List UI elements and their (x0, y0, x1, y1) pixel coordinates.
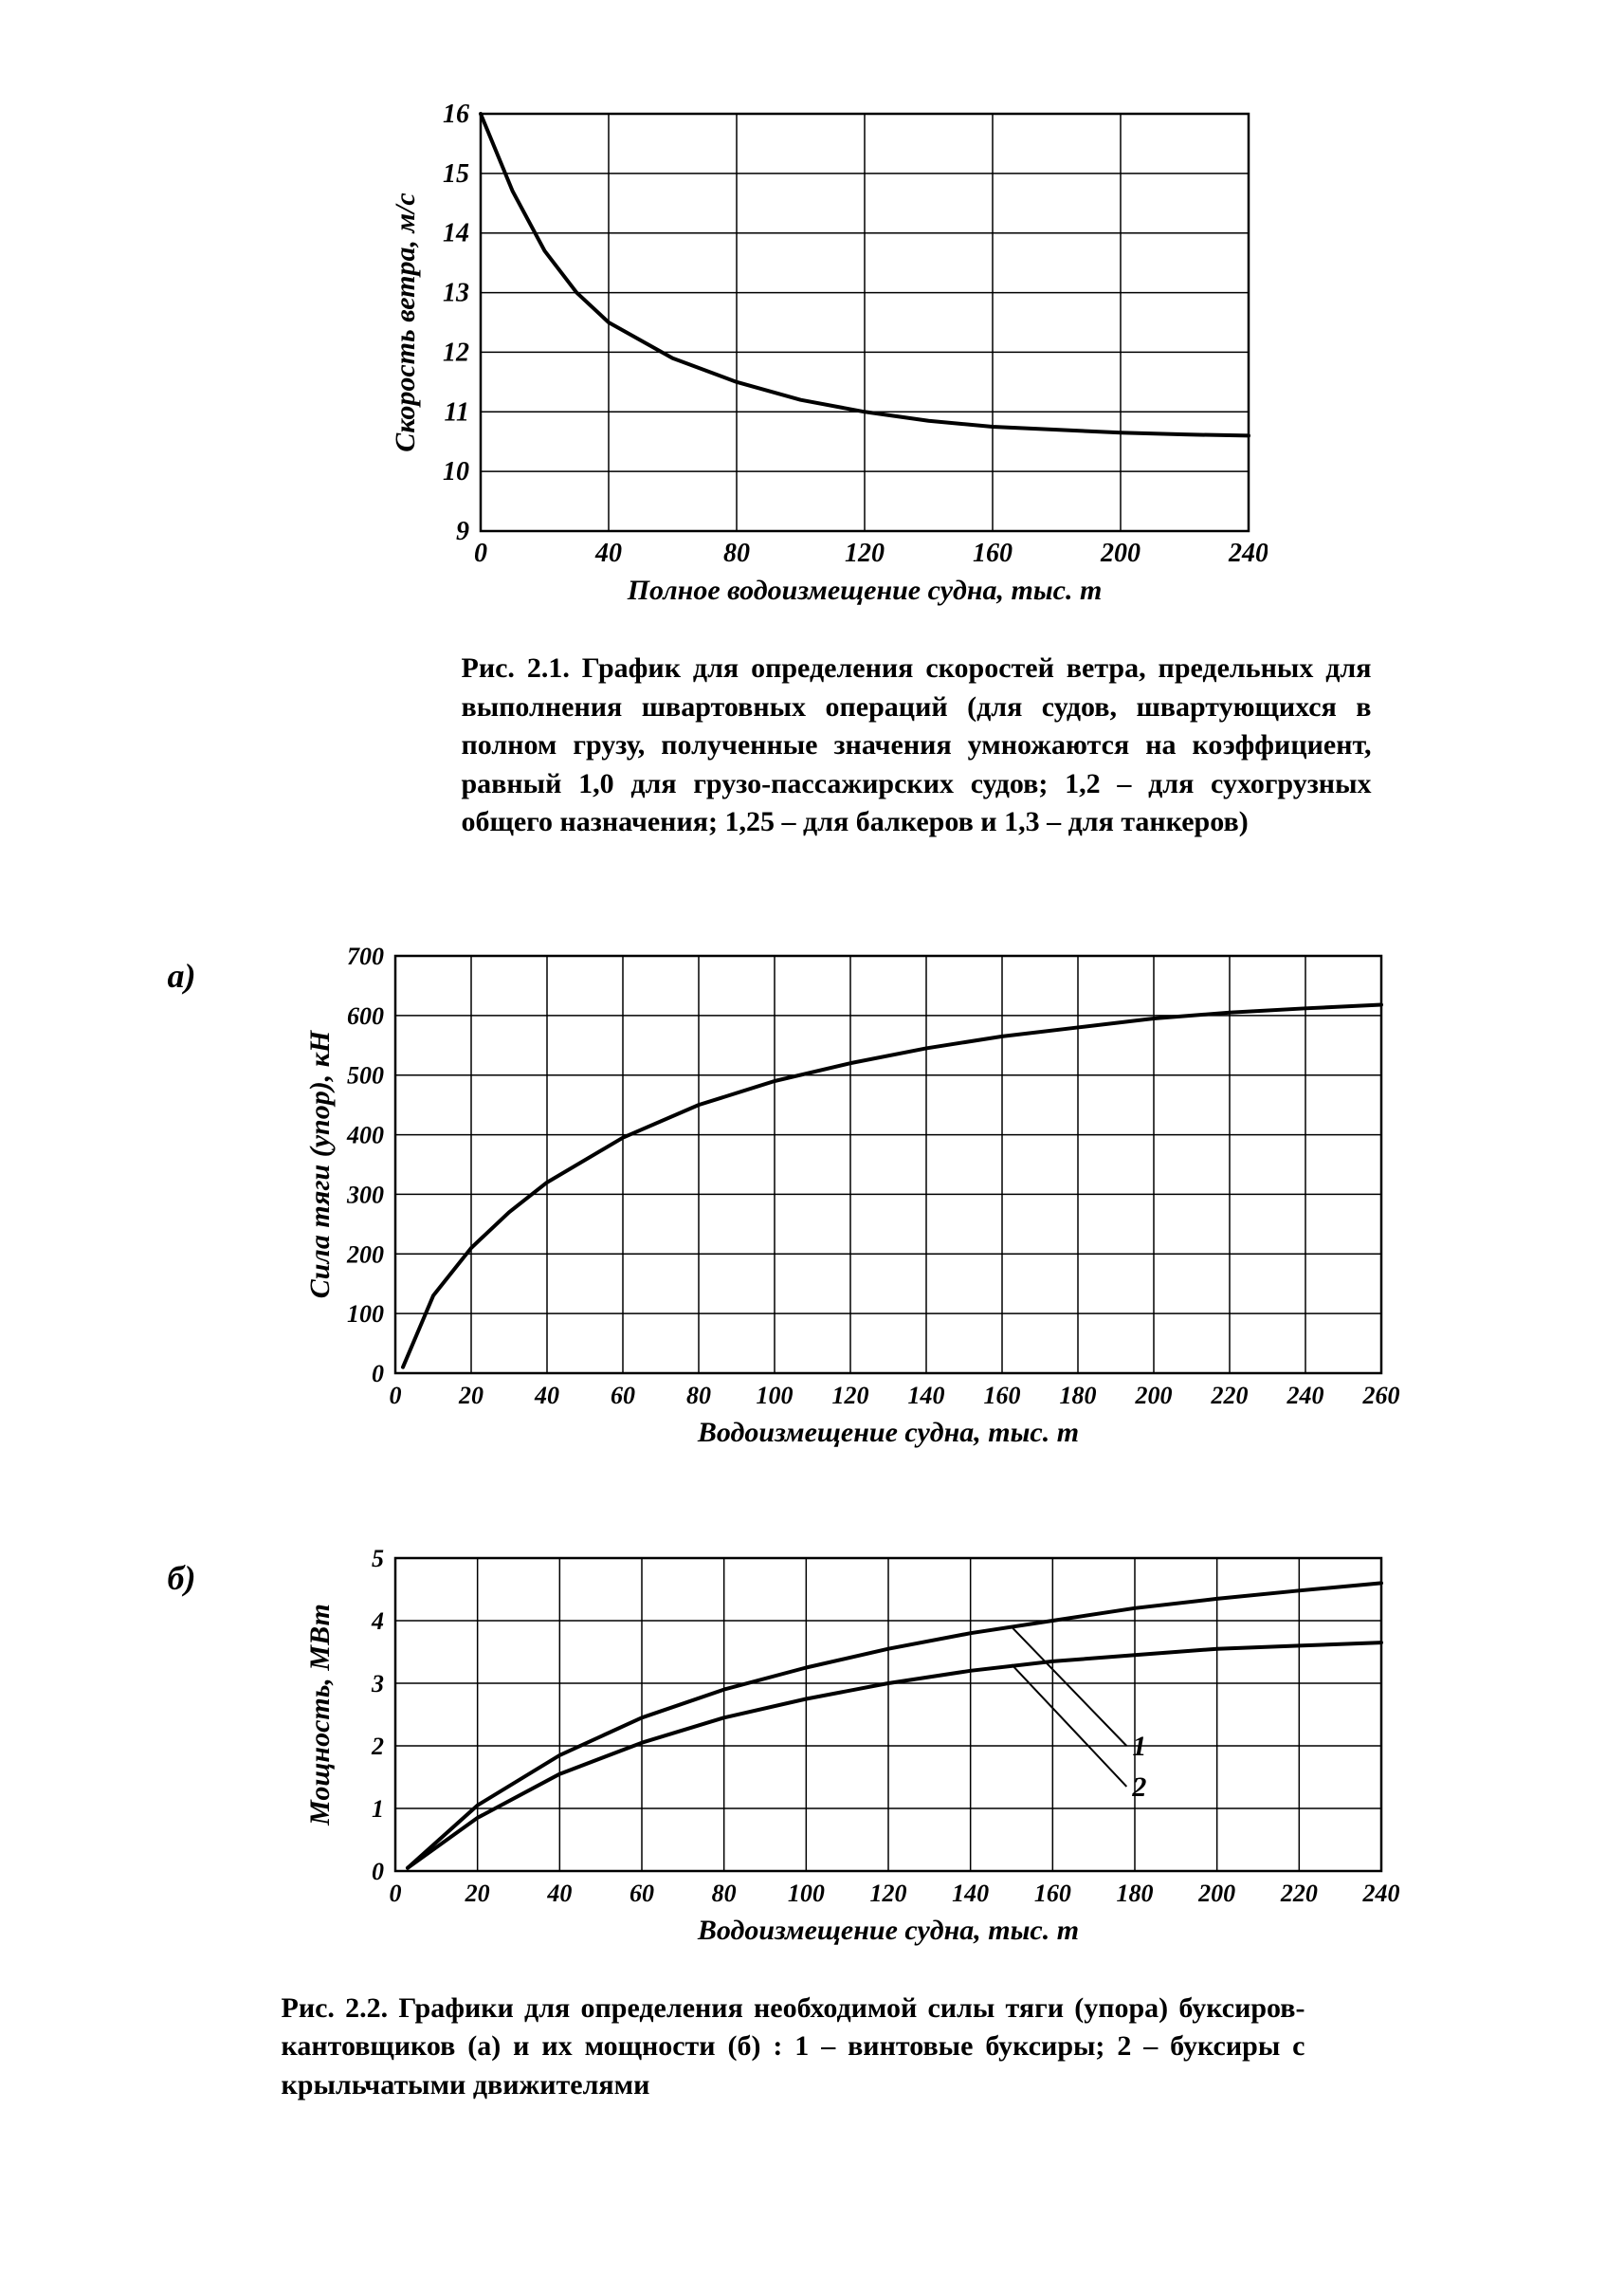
svg-text:120: 120 (845, 539, 885, 568)
svg-text:15: 15 (443, 159, 469, 189)
svg-text:200: 200 (1134, 1382, 1172, 1409)
svg-text:11: 11 (444, 397, 468, 427)
svg-text:80: 80 (723, 539, 750, 568)
chart-2-1-block: 0 40 80 120 160 200 240 9 10 11 12 13 14 15 16 Скорость… (357, 95, 1476, 842)
svg-text:10: 10 (443, 457, 469, 486)
svg-text:20: 20 (464, 1880, 489, 1907)
svg-text:13: 13 (443, 279, 469, 308)
svg-text:140: 140 (907, 1382, 944, 1409)
svg-text:160: 160 (1033, 1880, 1070, 1907)
svg-text:180: 180 (1059, 1382, 1096, 1409)
svg-text:Водоизмещение судна, тыс. т: Водоизмещение судна, тыс. т (696, 1915, 1078, 1946)
svg-text:2: 2 (1131, 1770, 1146, 1802)
svg-text:120: 120 (831, 1382, 868, 1409)
chart-2-2a-block: а) 0204060801001201401601802002202402600… (149, 937, 1476, 1473)
svg-text:100: 100 (756, 1382, 793, 1409)
panel-label-b: б) (168, 1558, 196, 1598)
svg-text:14: 14 (443, 219, 469, 248)
panel-label-a: а) (168, 956, 196, 996)
svg-text:200: 200 (1100, 539, 1140, 568)
caption-2-2: Рис. 2.2. Графики для определения необхо… (282, 1990, 1305, 2105)
svg-text:160: 160 (973, 539, 1013, 568)
svg-text:200: 200 (346, 1240, 384, 1268)
svg-text:0: 0 (474, 539, 487, 568)
svg-text:40: 40 (546, 1880, 572, 1907)
svg-text:240: 240 (1361, 1880, 1399, 1907)
svg-text:3: 3 (371, 1670, 384, 1697)
svg-text:0: 0 (389, 1382, 401, 1409)
svg-text:5: 5 (372, 1549, 384, 1572)
svg-text:2: 2 (371, 1733, 384, 1760)
svg-text:4: 4 (371, 1607, 384, 1635)
svg-text:0: 0 (372, 1360, 384, 1387)
svg-text:Сила тяги (упор), кН: Сила тяги (упор), кН (304, 1029, 336, 1298)
svg-text:100: 100 (787, 1880, 824, 1907)
svg-text:160: 160 (983, 1382, 1020, 1409)
svg-text:40: 40 (534, 1382, 559, 1409)
svg-text:40: 40 (594, 539, 622, 568)
svg-text:400: 400 (346, 1121, 384, 1148)
svg-text:120: 120 (869, 1880, 906, 1907)
svg-text:9: 9 (456, 517, 469, 546)
chart-2-2a: 0 20 40 60 80 100 120 140 160 180 200 220 240 260 0 100… (263, 937, 1400, 1468)
svg-text:80: 80 (711, 1880, 736, 1907)
chart-2-1: 0 40 80 120 160 200 240 9 10 11 12 13 14 15 16 Скорость… (357, 95, 1268, 626)
svg-text:Водоизмещение судна, тыс. т: Водоизмещение судна, тыс. т (696, 1417, 1078, 1448)
svg-text:1: 1 (372, 1795, 384, 1823)
svg-text:20: 20 (458, 1382, 484, 1409)
svg-text:220: 220 (1279, 1880, 1317, 1907)
svg-text:60: 60 (630, 1880, 654, 1907)
svg-text:Полное водоизмещение судна, ты: Полное водоизмещение судна, тыс. т (626, 575, 1102, 606)
svg-text:240: 240 (1228, 539, 1268, 568)
svg-text:16: 16 (443, 100, 469, 129)
chart-2-2b-block: б) 0 20 40 60 80 100 120 140 160 180 200 220 240 0 1 2 3… (149, 1549, 1476, 2105)
svg-text:0: 0 (389, 1880, 401, 1907)
svg-text:1: 1 (1132, 1731, 1146, 1762)
svg-text:200: 200 (1197, 1880, 1235, 1907)
svg-text:12: 12 (443, 338, 469, 367)
svg-text:220: 220 (1210, 1382, 1248, 1409)
svg-text:Скорость ветра, м/с: Скорость ветра, м/с (390, 193, 421, 451)
svg-text:600: 600 (347, 1001, 384, 1029)
svg-text:500: 500 (347, 1061, 384, 1089)
svg-text:80: 80 (686, 1382, 711, 1409)
svg-text:Мощность, МВт: Мощность, МВт (304, 1604, 336, 1826)
caption-2-1: Рис. 2.1. График для определения скорост… (462, 650, 1372, 842)
svg-text:300: 300 (346, 1181, 384, 1208)
svg-text:700: 700 (347, 943, 384, 970)
page: 04080120160200240910111213141516Скорость… (149, 95, 1476, 2104)
svg-text:260: 260 (1361, 1382, 1399, 1409)
chart-2-2b: 0 20 40 60 80 100 120 140 160 180 200 220 240 0 1 2 3 4 5 М… (263, 1549, 1400, 1966)
svg-text:100: 100 (347, 1300, 384, 1328)
svg-text:240: 240 (1286, 1382, 1323, 1409)
svg-text:60: 60 (611, 1382, 635, 1409)
svg-text:140: 140 (952, 1880, 989, 1907)
svg-text:0: 0 (372, 1858, 384, 1885)
svg-text:180: 180 (1116, 1880, 1153, 1907)
